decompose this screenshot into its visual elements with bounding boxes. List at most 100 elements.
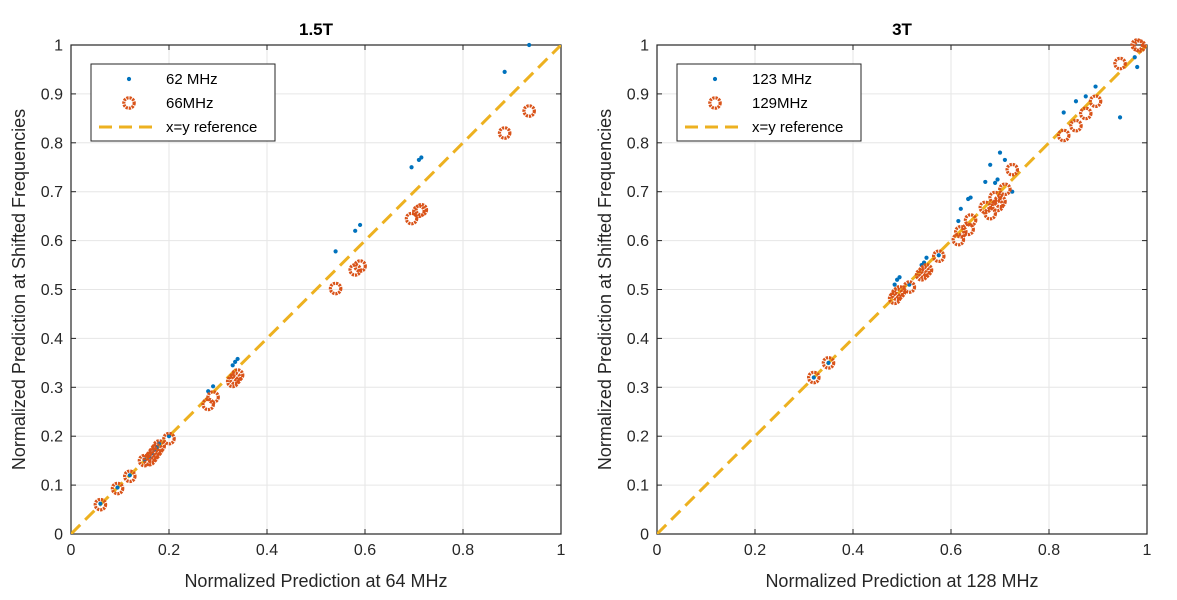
data-point-dot [333, 249, 338, 254]
data-point-circle [963, 213, 978, 227]
y-axis-label: Normalized Prediction at Shifted Frequen… [595, 109, 615, 470]
x-tick-label: 0.4 [256, 542, 278, 559]
data-point-dot [958, 206, 963, 211]
data-point-dot [127, 473, 132, 478]
data-point-circle [353, 259, 367, 273]
data-point-circle [152, 439, 166, 453]
data-point-circle [230, 368, 245, 382]
data-point-circle [162, 431, 176, 446]
data-point-dot [956, 218, 961, 224]
x-tick-label: 0.6 [354, 542, 376, 559]
legend-label: x=y reference [166, 119, 257, 136]
legend-marker-circle [122, 96, 136, 110]
data-point-dot [983, 179, 988, 185]
data-point-dot [1083, 94, 1088, 99]
data-point-dot [1002, 157, 1008, 163]
data-point-circle [806, 370, 821, 385]
legend-label: 66MHz [166, 95, 214, 112]
data-point-dot [892, 282, 897, 287]
y-tick-label: 0.8 [41, 135, 63, 152]
y-tick-label: 0.9 [627, 86, 649, 103]
y-tick-label: 0.1 [627, 478, 649, 495]
data-point-circle [1078, 106, 1093, 121]
x-tick-label: 0 [67, 542, 76, 559]
data-point-dot [924, 255, 929, 260]
chart-title: 3T [892, 20, 912, 39]
data-point-dot [826, 360, 831, 365]
data-point-circle [1056, 128, 1071, 143]
legend: 123 MHz 129MHz x=y reference [676, 63, 862, 142]
x-tick-label: 1 [1143, 542, 1152, 559]
y-axis-label: Normalized Prediction at Shifted Frequen… [9, 109, 29, 470]
y-tick-label: 0.5 [627, 282, 649, 299]
data-point-circle [412, 204, 426, 219]
data-point-circle [110, 481, 125, 496]
ticks: 0 0.2 0.4 0.6 0.8 1 0 0.1 0.2 0.3 0.4 0.5 0.6 0.7 0.8 0… [41, 38, 566, 560]
data-point-dot [233, 359, 238, 364]
data-point-circle [998, 182, 1012, 197]
data-point-circle [522, 104, 536, 118]
x-tick-label: 1 [557, 542, 566, 559]
y-tick-label: 0.6 [627, 233, 649, 250]
data-point-dot [897, 275, 902, 280]
data-point-circle [414, 202, 429, 217]
y-tick-label: 0.7 [41, 184, 63, 201]
data-point-dot [235, 356, 240, 362]
legend-marker-dot [712, 76, 718, 82]
data-point-dot [409, 165, 414, 170]
data-point-circle [328, 281, 343, 296]
data-point-circle [123, 469, 137, 484]
y-tick-label: 0.5 [41, 282, 63, 299]
data-point-circle [953, 224, 968, 239]
data-point-circle [919, 263, 934, 277]
data-point-dot [968, 195, 973, 200]
data-point-circle [902, 280, 917, 294]
x-tick-label: 0.2 [158, 542, 180, 559]
y-tick-label: 1 [54, 38, 63, 55]
data-point-dot [353, 228, 358, 233]
data-point-circle [1113, 56, 1127, 71]
y-tick-label: 0.2 [627, 429, 649, 446]
chart-panel-1p5t: 0 0.2 0.4 0.6 0.8 1 0 0.1 0.2 0.3 0.4 0.5 0.6 0.7 0.8 0… [9, 20, 566, 591]
data-point-dot [419, 155, 424, 160]
legend-label: 123 MHz [752, 71, 812, 88]
data-point-circle [1005, 162, 1020, 177]
data-point-circle [497, 126, 512, 140]
x-tick-label: 0.4 [842, 542, 864, 559]
y-tick-label: 0.3 [627, 380, 649, 397]
data-point-circle [821, 356, 836, 370]
y-tick-label: 0.3 [41, 380, 63, 397]
y-tick-label: 0.9 [41, 86, 63, 103]
x-tick-label: 0 [653, 542, 662, 559]
chart-panel-3t: 0 0.2 0.4 0.6 0.8 1 0 0.1 0.2 0.3 0.4 0.5 0.6 0.7 0.8 0… [595, 20, 1152, 591]
data-point-dot [1117, 115, 1123, 120]
y-tick-label: 0.8 [627, 135, 649, 152]
series-129mhz [806, 38, 1147, 385]
data-point-dot [358, 222, 363, 228]
data-point-circle [983, 206, 997, 221]
data-point-circle [993, 194, 1007, 209]
data-point-dot [1132, 55, 1137, 60]
data-point-dot [993, 180, 998, 185]
reference-line [71, 45, 561, 534]
reference-line [657, 45, 1147, 534]
data-point-circle [1069, 118, 1083, 133]
data-point-dot [1073, 99, 1079, 104]
x-tick-label: 0.8 [452, 542, 474, 559]
data-point-dot [988, 162, 993, 167]
data-point-circle [931, 249, 946, 264]
y-tick-label: 0.7 [627, 184, 649, 201]
x-tick-label: 0.8 [1038, 542, 1060, 559]
y-tick-label: 0.1 [41, 478, 63, 495]
legend-marker-circle [708, 96, 722, 110]
data-point-dot [1061, 110, 1066, 115]
x-axis-label: Normalized Prediction at 128 MHz [765, 571, 1038, 591]
series-66mhz [93, 104, 536, 512]
legend-marker-dot [126, 76, 132, 82]
data-point-circle [404, 211, 419, 226]
data-point-dot [997, 150, 1003, 155]
chart-title: 1.5T [299, 20, 334, 39]
x-tick-label: 0.6 [940, 542, 962, 559]
data-point-circle [892, 285, 907, 299]
